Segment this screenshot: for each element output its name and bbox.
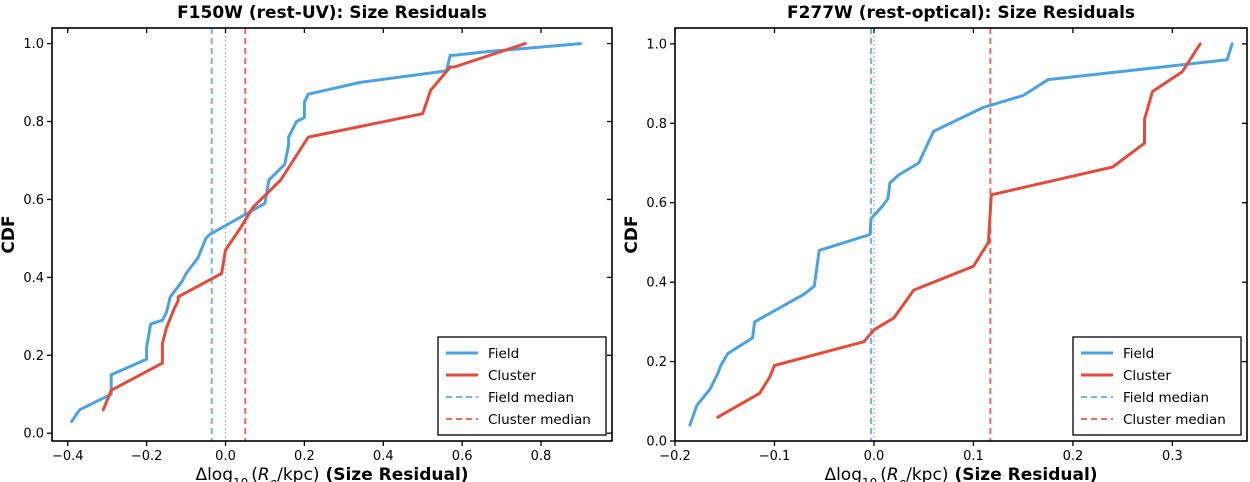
x-tick-label: −0.4 (52, 449, 84, 464)
x-label-unit: /kpc) (277, 465, 319, 482)
cluster-cdf-line (101, 42, 527, 412)
x-axis-label: Δlog10(Re/kpc) (Size Residual) (824, 465, 1097, 482)
x-axis-label: Δlog10(Re/kpc) (Size Residual) (195, 465, 468, 482)
legend-field-median-label: Field median (1123, 390, 1209, 406)
x-tick-label: 0.4 (373, 449, 394, 464)
legend: Field Cluster Field median Cluster median (437, 336, 607, 436)
x-label-var-sub: e (899, 476, 906, 482)
x-tick-label: 0.0 (864, 449, 885, 464)
x-label-var: R (258, 465, 270, 482)
y-tick-label: 0.4 (23, 271, 44, 286)
y-tick-label: 0.6 (646, 196, 667, 211)
x-tick-label: 0.1 (963, 449, 984, 464)
x-label-open: ( (251, 465, 258, 482)
x-tick-label: 0.3 (1162, 449, 1183, 464)
legend-field-label: Field (488, 346, 519, 362)
y-tick-label: 0.2 (646, 355, 667, 370)
x-label-suffix: (Size Residual) (325, 465, 468, 482)
x-tick-label: −0.2 (659, 449, 691, 464)
chart-title: F277W (rest-optical): Size Residuals (787, 3, 1135, 23)
y-axis-label: CDF (0, 215, 19, 253)
panel-f277w: F277W (rest-optical): Size Residuals −0.2… (622, 3, 1248, 482)
y-tick-label: 0.0 (23, 427, 44, 442)
x-label-sub: 10 (862, 476, 877, 482)
legend-cluster-median-label: Cluster median (1123, 412, 1226, 428)
field-cdf-line (688, 42, 1234, 427)
x-tick-label: 0.6 (452, 449, 473, 464)
x-label-sub: 10 (233, 476, 248, 482)
chart-title: F150W (rest-UV): Size Residuals (177, 3, 487, 23)
x-label-suffix: (Size Residual) (954, 465, 1097, 482)
x-tick-label: 0.2 (1063, 449, 1084, 464)
panel-f150w: F150W (rest-UV): Size Residuals −0.4 −0.2 0… (0, 3, 613, 482)
y-tick-label: 0.0 (646, 435, 667, 450)
y-axis-label: CDF (622, 215, 642, 253)
legend: Field Cluster Field median Cluster median (1072, 336, 1242, 436)
legend-cluster-median-label: Cluster median (488, 412, 591, 428)
axes-frame (51, 27, 613, 442)
legend-field-median-label: Field median (488, 390, 574, 406)
x-tick-label: 0.0 (215, 449, 236, 464)
y-tick-label: 1.0 (23, 37, 44, 52)
cluster-cdf-line (716, 42, 1202, 419)
x-label-unit: /kpc) (906, 465, 948, 482)
x-label-prefix: Δlog (824, 465, 862, 482)
y-tick-label: 0.8 (646, 117, 667, 132)
legend-cluster-label: Cluster (488, 368, 536, 384)
x-label-var: R (887, 465, 899, 482)
axes-frame (674, 27, 1248, 442)
x-tick-label: −0.1 (759, 449, 791, 464)
x-tick-label: 0.2 (294, 449, 315, 464)
y-tick-label: 1.0 (646, 37, 667, 52)
x-tick-label: 0.8 (531, 449, 552, 464)
legend-field-label: Field (1123, 346, 1154, 362)
x-label-var-sub: e (270, 476, 277, 482)
x-label-prefix: Δlog (195, 465, 233, 482)
x-tick-label: −0.2 (131, 449, 163, 464)
y-tick-label: 0.2 (23, 349, 44, 364)
y-tick-label: 0.8 (23, 115, 44, 130)
y-tick-label: 0.4 (646, 276, 667, 291)
field-cdf-line (70, 42, 582, 423)
y-tick-label: 0.6 (23, 193, 44, 208)
x-label-open: ( (880, 465, 887, 482)
legend-cluster-label: Cluster (1123, 368, 1171, 384)
